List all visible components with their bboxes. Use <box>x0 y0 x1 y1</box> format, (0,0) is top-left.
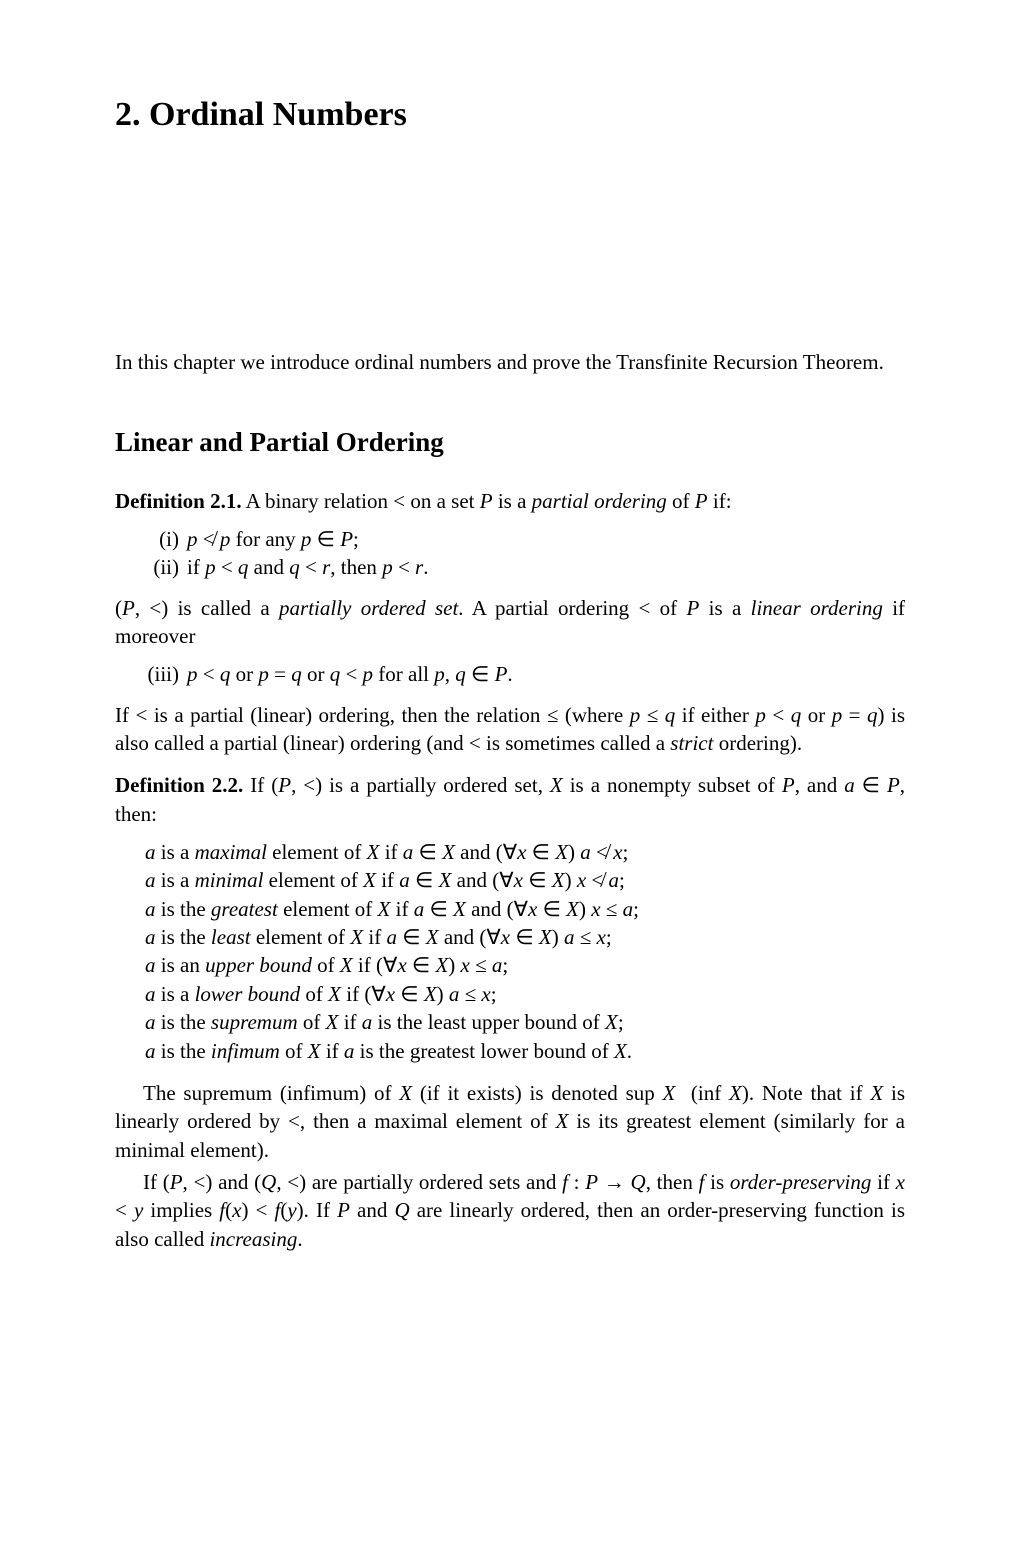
definition-2-2: Definition 2.2. If (P, <) is a partially… <box>115 771 905 1064</box>
closing-p2: If (P, <) and (Q, <) are partially order… <box>115 1168 905 1253</box>
section-title: Linear and Partial Ordering <box>115 424 905 460</box>
term-minimal: a is a minimal element of X if a ∈ X and… <box>145 866 905 894</box>
term-least: a is the least element of X if a ∈ X and… <box>145 923 905 951</box>
chapter-number: 2. <box>115 96 141 133</box>
def1-label: Definition 2.1. <box>115 489 242 513</box>
term-supremum: a is the supremum of X if a is the least… <box>145 1008 905 1036</box>
def2-label: Definition 2.2. <box>115 773 243 797</box>
enum-body: p ≮ p for any p ∈ P; <box>187 525 905 553</box>
term-upper-bound: a is an upper bound of X if (∀x ∈ X) x ≤… <box>145 951 905 979</box>
intro-paragraph: In this chapter we introduce ordinal num… <box>115 348 905 376</box>
enum-label: (ii) <box>115 553 187 581</box>
enum-label: (i) <box>115 525 187 553</box>
chapter-name: Ordinal Numbers <box>149 96 407 133</box>
term-maximal: a is a maximal element of X if a ∈ X and… <box>145 838 905 866</box>
term-infimum: a is the infimum of X if a is the greate… <box>145 1037 905 1065</box>
def1-lead: Definition 2.1. A binary relation < on a… <box>115 487 905 515</box>
def2-lead: Definition 2.2. If (P, <) is a partially… <box>115 771 905 828</box>
def2-terms: a is a maximal element of X if a ∈ X and… <box>145 838 905 1065</box>
def1-enum-3: (iii) p < q or p = q or q < p for all p,… <box>115 660 905 688</box>
enum-body: p < q or p = q or q < p for all p, q ∈ P… <box>187 660 905 688</box>
def1-item-ii: (ii) if p < q and q < r, then p < r. <box>115 553 905 581</box>
definition-2-1: Definition 2.1. A binary relation < on a… <box>115 487 905 758</box>
page: 2. Ordinal Numbers In this chapter we in… <box>0 0 1020 1546</box>
chapter-title: 2. Ordinal Numbers <box>115 92 905 138</box>
enum-body: if p < q and q < r, then p < r. <box>187 553 905 581</box>
def1-tail: If < is a partial (linear) ordering, the… <box>115 701 905 758</box>
term-lower-bound: a is a lower bound of X if (∀x ∈ X) a ≤ … <box>145 980 905 1008</box>
def1-enum: (i) p ≮ p for any p ∈ P; (ii) if p < q a… <box>115 525 905 582</box>
def1-item-i: (i) p ≮ p for any p ∈ P; <box>115 525 905 553</box>
enum-label: (iii) <box>115 660 187 688</box>
def1-mid: (P, <) is called a partially ordered set… <box>115 594 905 651</box>
closing-p1: The supremum (infimum) of X (if it exist… <box>115 1079 905 1164</box>
term-greatest: a is the greatest element of X if a ∈ X … <box>145 895 905 923</box>
def1-item-iii: (iii) p < q or p = q or q < p for all p,… <box>115 660 905 688</box>
